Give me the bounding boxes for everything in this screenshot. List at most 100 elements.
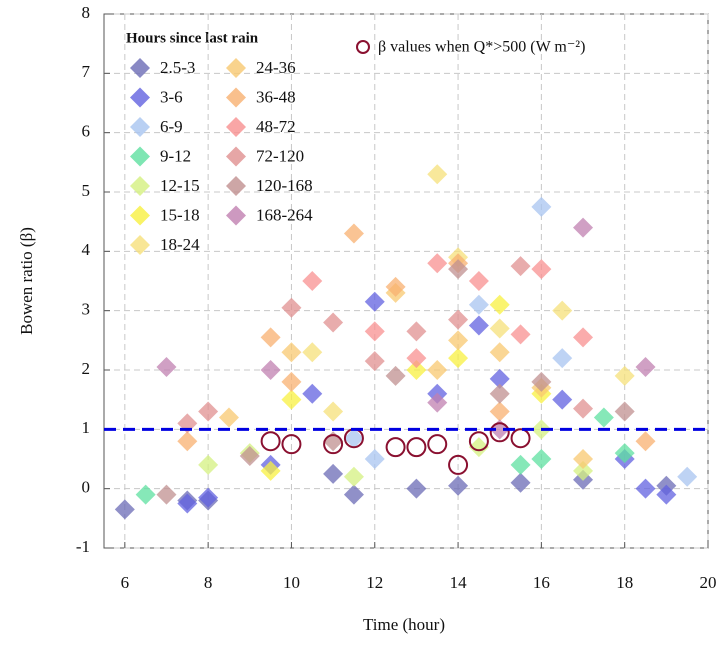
y-tick-label: 6	[82, 122, 91, 141]
legend-marker	[130, 87, 150, 108]
data-point	[198, 454, 219, 475]
data-point	[323, 312, 344, 333]
data-point	[573, 327, 594, 348]
legend-label: 24-36	[256, 58, 296, 77]
legend-marker	[226, 87, 246, 108]
data-point	[468, 437, 489, 458]
x-tick-label: 6	[121, 573, 130, 592]
legend-marker	[130, 117, 150, 137]
y-tick-label: 4	[82, 240, 91, 259]
data-point	[677, 466, 698, 487]
data-point	[406, 360, 427, 380]
x-tick-label: 10	[283, 573, 300, 592]
data-point	[510, 256, 531, 277]
data-point	[614, 443, 635, 464]
data-point	[489, 294, 510, 315]
data-point	[343, 484, 364, 505]
data-point	[343, 428, 364, 449]
data-point	[302, 271, 323, 291]
legend-label: 12-15	[160, 176, 200, 195]
data-point	[239, 446, 260, 467]
data-point	[573, 449, 594, 469]
data-point	[177, 431, 198, 452]
data-point	[343, 466, 364, 487]
legend-marker	[226, 117, 246, 137]
legend-label: 2.5-3	[160, 58, 195, 77]
data-point	[135, 484, 156, 505]
data-point	[427, 164, 448, 185]
data-point	[323, 463, 344, 484]
data-point	[385, 365, 406, 386]
data-point	[573, 398, 594, 419]
legend-label: 36-48	[256, 87, 296, 106]
data-point	[218, 407, 239, 428]
data-point	[510, 324, 531, 345]
data-point	[448, 330, 469, 351]
legend-marker	[226, 146, 246, 167]
data-point	[552, 300, 573, 321]
legend-marker	[130, 146, 150, 167]
data-point	[260, 431, 281, 452]
data-point	[385, 276, 406, 297]
legend-marker	[356, 40, 370, 54]
data-point	[510, 428, 531, 449]
data-point	[510, 454, 531, 475]
data-point	[260, 360, 281, 380]
legend-marker	[226, 58, 246, 78]
data-point	[406, 321, 427, 342]
data-point	[260, 327, 281, 348]
data-point	[406, 348, 427, 369]
y-tick-label: 1	[82, 418, 91, 437]
data-point	[364, 321, 385, 342]
data-point	[531, 196, 552, 217]
data-point	[552, 389, 573, 410]
data-point	[614, 401, 635, 422]
data-point	[364, 351, 385, 372]
data-point	[406, 478, 427, 499]
legend-marker	[130, 58, 150, 78]
data-point	[552, 348, 573, 369]
legend-label: β values when Q*>500 (W m⁻²)	[378, 39, 585, 56]
data-point	[281, 389, 302, 410]
data-point	[260, 460, 281, 481]
data-point	[302, 383, 323, 404]
y-tick-label: 5	[82, 181, 91, 200]
data-point	[489, 401, 510, 422]
data-point	[448, 475, 469, 496]
data-point	[302, 342, 323, 363]
data-point	[364, 291, 385, 312]
legend-label: 168-264	[256, 205, 313, 224]
data-point	[156, 357, 177, 378]
legend-label: 6-9	[160, 117, 183, 136]
data-point	[635, 357, 656, 378]
legend-label: 15-18	[160, 205, 200, 224]
legend-marker	[226, 205, 246, 226]
data-point	[635, 431, 656, 452]
data-point	[448, 259, 469, 280]
data-point	[489, 318, 510, 339]
data-point	[573, 460, 594, 481]
data-point	[489, 368, 510, 389]
legend-label: 48-72	[256, 117, 296, 136]
legend-title: Hours since last rain	[126, 30, 259, 46]
y-tick-label: 2	[82, 359, 91, 378]
x-axis-label: Time (hour)	[363, 615, 445, 634]
data-point	[198, 401, 219, 422]
legend-label: 120-168	[256, 176, 313, 195]
legend-marker	[130, 176, 150, 196]
data-point	[323, 401, 344, 422]
plot-frame	[103, 13, 709, 549]
legend-label: 3-6	[160, 87, 183, 106]
data-point	[614, 365, 635, 386]
data-point	[156, 484, 177, 505]
data-point	[448, 454, 469, 475]
legend-label: 72-120	[256, 146, 304, 165]
data-point	[343, 223, 364, 244]
data-point	[427, 360, 448, 380]
data-point	[427, 392, 448, 413]
data-point	[531, 449, 552, 469]
y-tick-label: 0	[82, 478, 91, 497]
legend-marker	[226, 176, 246, 196]
y-tick-label: -1	[76, 537, 90, 556]
